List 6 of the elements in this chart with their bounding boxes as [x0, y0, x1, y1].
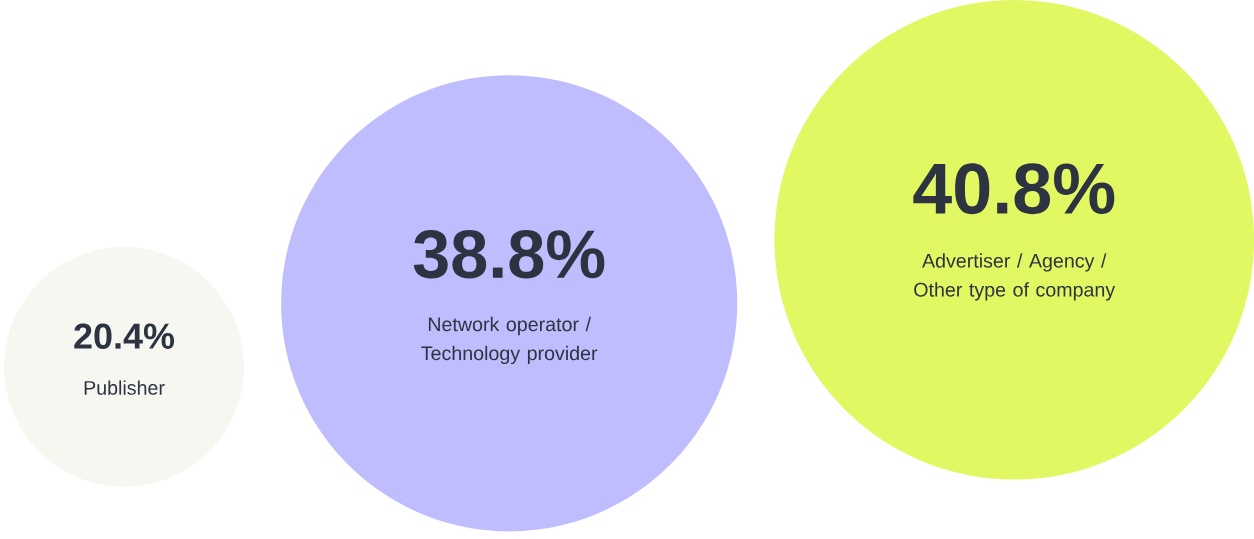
- data-label: 40.8%: [913, 163, 1115, 215]
- category-label: Advertiser / Agency / Other type of company: [914, 253, 1116, 301]
- data-label: 20.4%: [74, 323, 175, 350]
- category-label: Publisher: [84, 380, 165, 396]
- data-label: 38.8%: [413, 230, 605, 279]
- category-label: Network operator / Technology provider: [421, 317, 598, 365]
